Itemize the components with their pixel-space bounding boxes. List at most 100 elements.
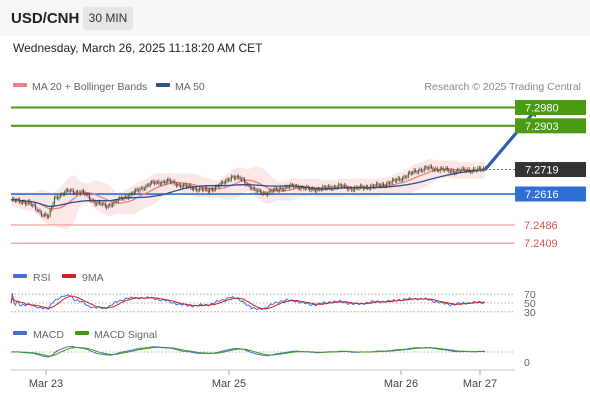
candle-body bbox=[380, 185, 382, 187]
candle-body bbox=[474, 169, 476, 171]
candle-body bbox=[178, 184, 180, 186]
candle-body bbox=[181, 186, 183, 188]
candle-body bbox=[400, 179, 402, 181]
candle-body bbox=[394, 179, 396, 182]
x-tick-label: Mar 27 bbox=[463, 378, 497, 390]
candle-body bbox=[36, 208, 38, 211]
header-bar: USD/CNH 30 MIN bbox=[0, 0, 590, 36]
candle-body bbox=[140, 187, 143, 189]
candle-body bbox=[473, 169, 475, 171]
candle-body bbox=[246, 184, 248, 185]
candle-body bbox=[259, 189, 261, 193]
candle-body bbox=[167, 179, 169, 182]
candle-body bbox=[227, 179, 230, 181]
candle-body bbox=[410, 172, 412, 174]
candle-body bbox=[94, 201, 96, 205]
candle-body bbox=[216, 185, 218, 187]
candle-body bbox=[26, 203, 28, 205]
candle-body bbox=[267, 193, 269, 195]
candle-body bbox=[148, 184, 150, 186]
candle-body bbox=[129, 193, 131, 197]
x-axis: Mar 23 Mar 25 Mar 26 Mar 27 bbox=[11, 369, 515, 390]
candle-body bbox=[168, 179, 170, 181]
candle-body bbox=[461, 168, 463, 171]
candle-body bbox=[362, 186, 364, 189]
candle-body bbox=[48, 215, 50, 218]
candle-body bbox=[378, 184, 380, 187]
candle-body bbox=[420, 169, 422, 171]
candle-body bbox=[352, 190, 354, 191]
candle-body bbox=[78, 192, 80, 194]
candle-body bbox=[404, 176, 406, 178]
candle-body bbox=[401, 178, 404, 181]
candle-body bbox=[449, 171, 451, 173]
candle-body bbox=[42, 215, 44, 217]
price-label: 7.2903 bbox=[525, 121, 559, 133]
candle-body bbox=[277, 189, 279, 191]
candle-body bbox=[43, 214, 45, 216]
candle-body bbox=[149, 183, 151, 186]
candle-body bbox=[239, 177, 241, 180]
candle-body bbox=[169, 180, 172, 183]
candle-body bbox=[438, 170, 440, 172]
candle-body bbox=[339, 184, 341, 186]
candle-body bbox=[322, 186, 324, 190]
candle-body bbox=[185, 185, 187, 188]
bollinger-band-area bbox=[11, 159, 486, 229]
candle-body bbox=[304, 188, 306, 190]
candle-body bbox=[464, 168, 466, 172]
candle-body bbox=[130, 193, 132, 195]
timeframe-button[interactable]: 30 MIN bbox=[83, 7, 133, 30]
candle-body bbox=[439, 168, 441, 172]
candle-body bbox=[162, 181, 164, 183]
candle-body bbox=[39, 210, 41, 213]
candle-body bbox=[85, 194, 87, 196]
candle-body bbox=[97, 201, 99, 204]
candle-body bbox=[368, 188, 370, 190]
candle-body bbox=[35, 205, 37, 209]
candle-body bbox=[125, 196, 127, 198]
candle-body bbox=[390, 182, 392, 184]
candle-body bbox=[194, 188, 196, 190]
candle-body bbox=[96, 203, 98, 205]
candle-body bbox=[454, 172, 456, 174]
candle-body bbox=[435, 168, 437, 170]
candle-body bbox=[52, 203, 54, 208]
candle-body bbox=[375, 183, 377, 186]
candle-body bbox=[45, 214, 47, 216]
candle-body bbox=[81, 190, 83, 193]
chart-datetime: Wednesday, March 26, 2025 11:18:20 AM CE… bbox=[13, 41, 263, 55]
candle-body bbox=[384, 185, 386, 187]
credit-text: Research © 2025 Trading Central bbox=[424, 81, 581, 93]
candle-body bbox=[68, 190, 70, 192]
candle-body bbox=[348, 188, 350, 190]
candle-body bbox=[111, 204, 114, 207]
candle-body bbox=[342, 186, 344, 188]
candle-body bbox=[285, 186, 288, 188]
candle-body bbox=[317, 188, 319, 190]
candle-body bbox=[381, 183, 383, 186]
candle-body bbox=[232, 176, 234, 178]
candle-body bbox=[459, 170, 462, 172]
candle-body bbox=[33, 204, 35, 206]
candle-body bbox=[388, 182, 390, 184]
candle-body bbox=[328, 186, 330, 188]
candle-body bbox=[74, 193, 76, 194]
candle-body bbox=[138, 190, 140, 192]
candle-body bbox=[217, 185, 219, 187]
candle-body bbox=[101, 203, 103, 205]
candle-body bbox=[296, 185, 298, 187]
candle-body bbox=[309, 187, 311, 191]
macd-panel: MACD MACD Signal 0 bbox=[10, 329, 530, 369]
candle-body bbox=[441, 168, 443, 169]
candle-body bbox=[325, 186, 327, 189]
candle-body bbox=[75, 191, 77, 194]
candle-body bbox=[11, 198, 13, 201]
candle-body bbox=[470, 170, 472, 173]
candle-body bbox=[416, 171, 418, 173]
candle-body bbox=[154, 182, 156, 184]
candle-body bbox=[425, 167, 427, 168]
candle-body bbox=[262, 192, 264, 195]
candle-body bbox=[458, 169, 460, 172]
ma50-line bbox=[10, 169, 486, 208]
